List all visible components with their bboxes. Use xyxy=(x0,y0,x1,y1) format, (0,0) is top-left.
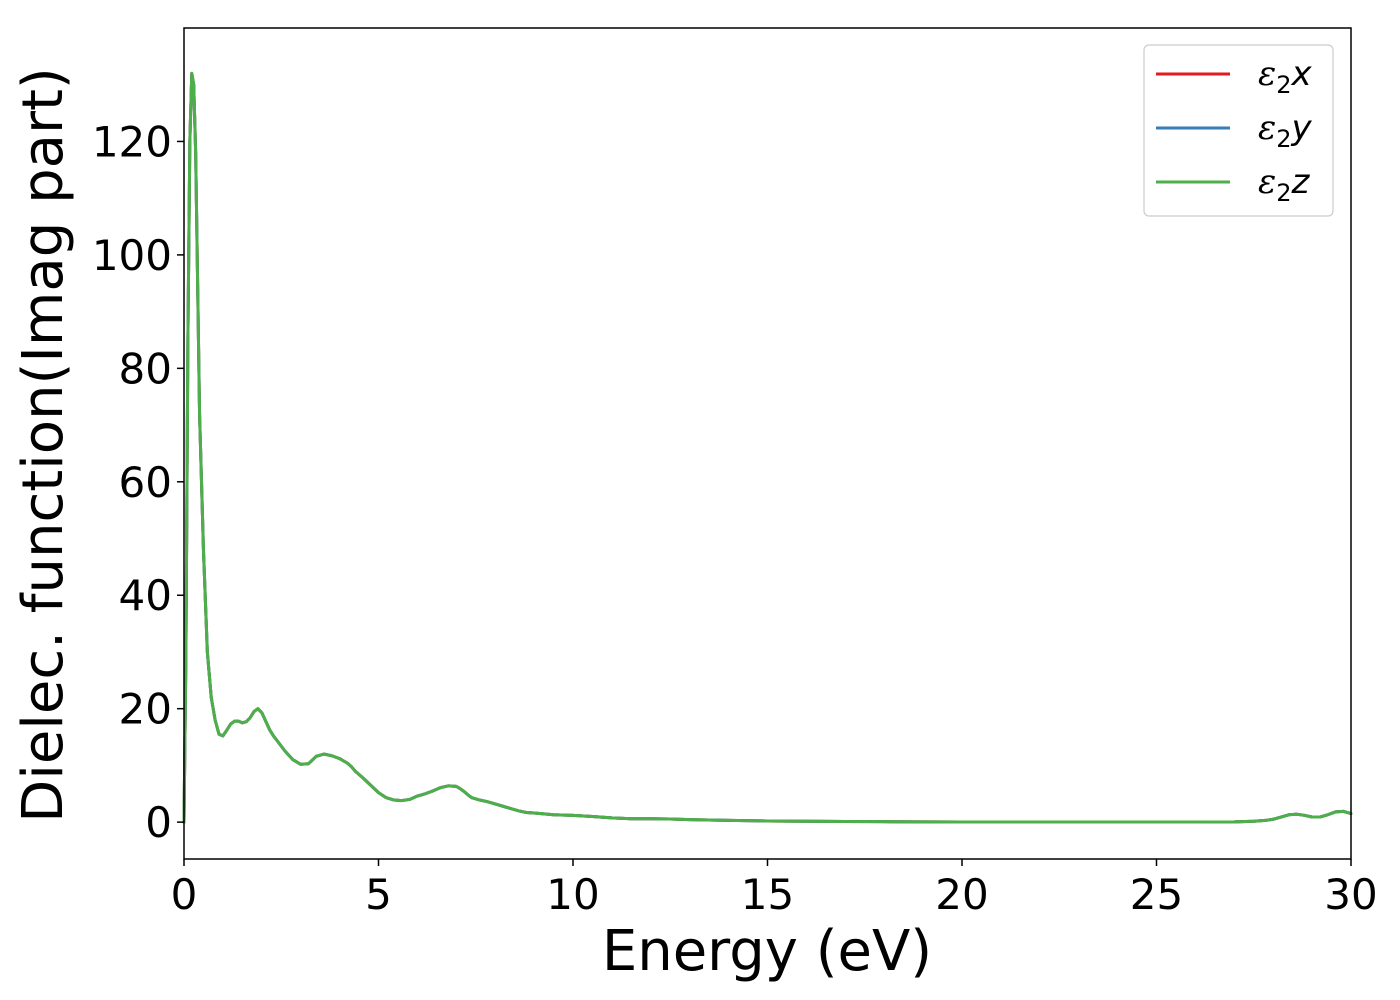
x-tick-label: 5 xyxy=(365,870,392,919)
y-tick-label: 20 xyxy=(119,685,172,734)
legend: ε2x ε2y ε2z xyxy=(1143,44,1334,217)
x-tick-label: 0 xyxy=(171,870,198,919)
series-line-z xyxy=(182,71,1353,824)
legend-label-z: ε2z xyxy=(1258,162,1311,207)
y-tick-label: 120 xyxy=(92,117,172,166)
y-tick-label: 100 xyxy=(92,231,172,280)
x-axis-title: Energy (eV) xyxy=(602,919,932,984)
y-axis: 0 20 40 60 80 100 120 xyxy=(92,117,184,847)
y-tick-label: 80 xyxy=(119,344,172,393)
x-axis: 0 5 10 15 20 25 30 xyxy=(171,859,1378,919)
series-group xyxy=(182,71,1353,824)
legend-frame xyxy=(1143,44,1334,217)
x-tick-label: 30 xyxy=(1324,870,1377,919)
y-tick-label: 60 xyxy=(119,458,172,507)
x-tick-label: 20 xyxy=(935,870,988,919)
x-tick-label: 10 xyxy=(546,870,599,919)
y-axis-title: Dielec. function(Imag part) xyxy=(11,67,76,823)
x-tick-label: 25 xyxy=(1130,870,1183,919)
x-tick-label: 15 xyxy=(741,870,794,919)
legend-label-x: ε2x xyxy=(1258,54,1313,99)
legend-label-y: ε2y xyxy=(1258,108,1313,153)
y-tick-label: 0 xyxy=(145,798,172,847)
y-tick-label: 40 xyxy=(119,571,172,620)
